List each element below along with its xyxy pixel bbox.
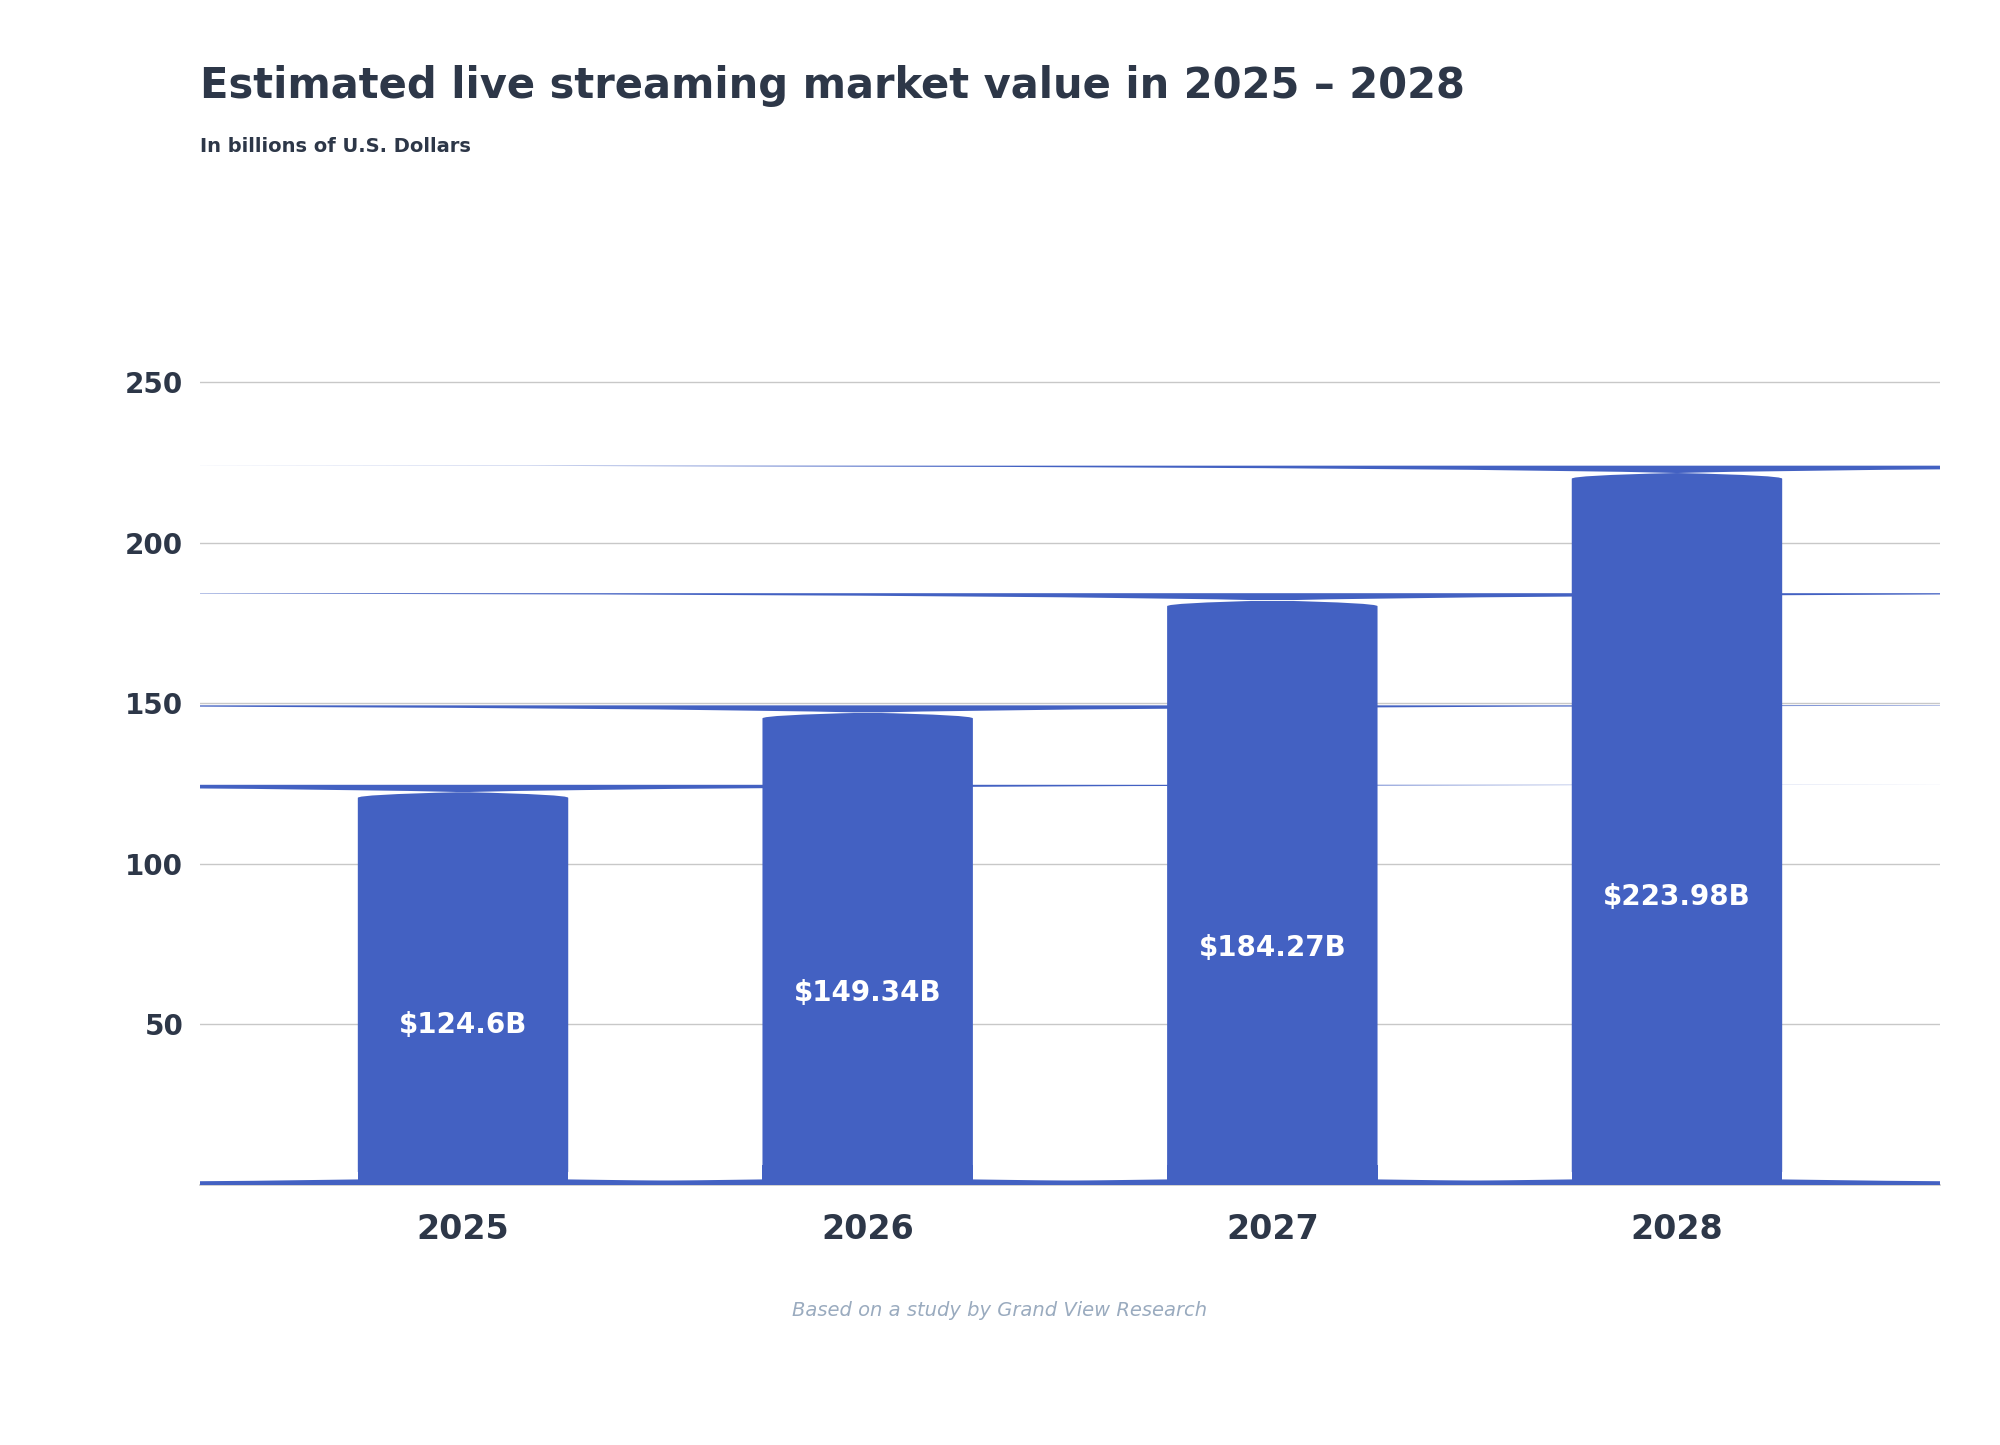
Bar	[1168, 1165, 1378, 1185]
Text: Based on a study by Grand View Research: Based on a study by Grand View Research	[792, 1300, 1208, 1319]
Text: $124.6B: $124.6B	[398, 1011, 528, 1039]
Bar	[358, 1165, 568, 1185]
FancyBboxPatch shape	[0, 594, 2000, 1185]
Text: $223.98B: $223.98B	[1604, 883, 1750, 912]
Text: In billions of U.S. Dollars: In billions of U.S. Dollars	[200, 137, 470, 156]
FancyBboxPatch shape	[0, 785, 1996, 1185]
Bar	[1572, 1165, 1782, 1185]
FancyBboxPatch shape	[0, 705, 2000, 1185]
Text: $149.34B: $149.34B	[794, 980, 942, 1007]
Text: Estimated live streaming market value in 2025 – 2028: Estimated live streaming market value in…	[200, 65, 1464, 107]
FancyBboxPatch shape	[144, 465, 2000, 1185]
Bar	[762, 1165, 972, 1185]
Text: $184.27B: $184.27B	[1198, 935, 1346, 962]
